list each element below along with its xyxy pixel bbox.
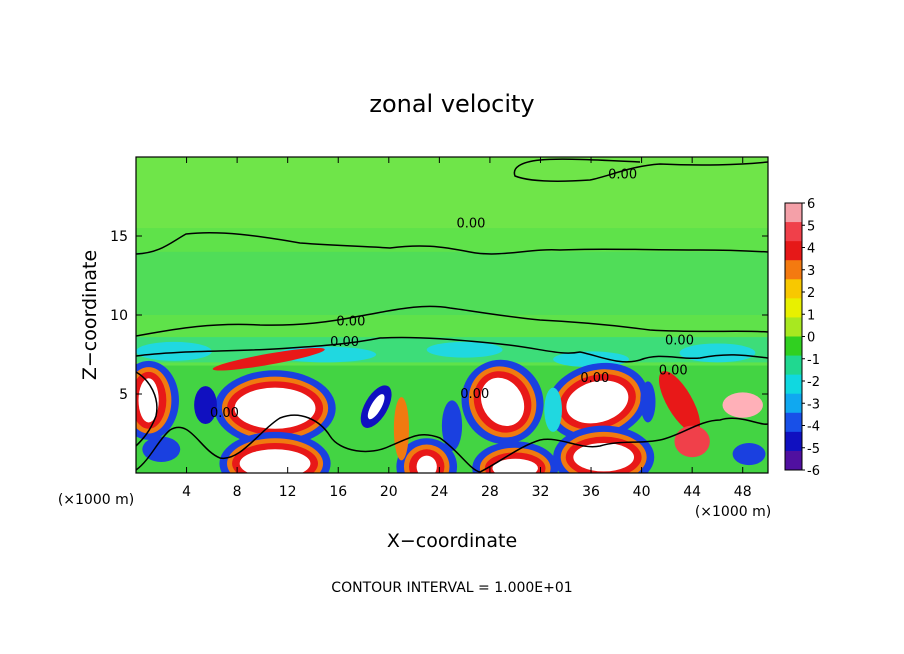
field-blob <box>640 381 656 423</box>
field-blob <box>142 436 181 462</box>
colorbar-swatch <box>785 355 802 376</box>
field-band <box>136 251 768 315</box>
field-blob <box>393 397 410 461</box>
contour-line-upper <box>136 232 768 255</box>
colorbar-tick-label: -3 <box>807 397 820 412</box>
contour-label: 0.00 <box>336 314 365 329</box>
field-blob <box>566 380 629 424</box>
colorbar-tick-label: 3 <box>807 264 815 279</box>
contour-line-bottom <box>136 414 768 473</box>
x-tick-label: 24 <box>430 484 448 500</box>
field-blob <box>573 442 635 472</box>
colorbar-swatch <box>785 450 802 471</box>
colorbar-tick-label: -4 <box>807 420 820 435</box>
x-tick-label: 28 <box>481 484 499 500</box>
colorbar-tick-label: 6 <box>807 197 815 212</box>
colorbar-tick-label: 4 <box>807 242 815 257</box>
x-tick-label: 16 <box>329 484 347 500</box>
colorbar-tick-label: -1 <box>807 353 820 368</box>
zero-contours <box>136 158 768 473</box>
colorbar-tick-label: 1 <box>807 308 815 323</box>
colorbar-swatch <box>785 393 802 414</box>
y-tick-label: 5 <box>119 387 128 403</box>
y-axis-label: Z−coordinate <box>79 250 101 380</box>
colorbar-tick-label: -2 <box>807 375 820 390</box>
x-unit-right: (×1000 m) <box>695 504 771 520</box>
x-unit-left: (×1000 m) <box>58 492 134 508</box>
contour-line-mid <box>136 305 768 337</box>
x-tick-label: 8 <box>233 484 242 500</box>
colorbar: 6 5 4 3 2 1 0 -1 -2 -3 -4 -5 -6 <box>784 197 820 479</box>
contour-label: 0.00 <box>608 167 637 182</box>
colorbar-tick-label: -6 <box>807 464 820 479</box>
plot-area <box>136 157 768 473</box>
field-blob <box>441 400 463 451</box>
x-tick-label: 40 <box>633 484 651 500</box>
colorbar-swatch <box>785 374 802 395</box>
x-tick-label: 36 <box>582 484 600 500</box>
field-blob <box>426 341 503 358</box>
contour-label: 0.00 <box>460 387 489 402</box>
contour-label: 0.00 <box>665 333 694 348</box>
contour-line-lower <box>136 336 768 363</box>
field-blob <box>136 341 212 361</box>
colorbar-swatch <box>785 317 802 337</box>
colorbar-swatch <box>785 431 802 452</box>
colorbar-tick-label: 0 <box>807 331 815 346</box>
field-blob <box>492 458 538 473</box>
field-blob <box>234 387 316 429</box>
field-blob <box>480 377 525 427</box>
x-tick-label: 32 <box>532 484 550 500</box>
contour-line-edge-left <box>136 371 158 447</box>
field-blob <box>722 392 763 418</box>
x-tick-label: 44 <box>683 484 701 500</box>
field-blob <box>194 386 217 425</box>
x-tick-label: 20 <box>380 484 398 500</box>
contour-label: 0.00 <box>210 406 239 421</box>
colorbar-swatch <box>785 412 802 433</box>
contour-label: 0.00 <box>580 371 609 386</box>
y-tick-label: 10 <box>110 308 128 324</box>
colorbar-swatch <box>785 222 802 242</box>
colorbar-swatch <box>785 298 802 318</box>
chart-title: zonal velocity <box>369 90 534 118</box>
field-band <box>136 157 768 229</box>
field-blob <box>732 442 766 466</box>
colorbar-swatch <box>785 279 802 299</box>
x-tick-label: 48 <box>734 484 752 500</box>
contour-label: 0.00 <box>659 363 688 378</box>
x-axis-label: X−coordinate <box>387 530 517 552</box>
contour-line-top <box>513 158 768 182</box>
colorbar-swatch <box>785 260 802 280</box>
x-axis-ticks: 4 8 12 16 20 24 28 32 36 40 44 48 <box>182 157 752 500</box>
contour-interval-footer: CONTOUR INTERVAL = 1.000E+01 <box>331 580 572 596</box>
colorbar-tick-label: 2 <box>807 286 815 301</box>
y-tick-label: 15 <box>110 229 128 245</box>
y-axis-ticks: 5 10 15 <box>110 229 768 403</box>
contour-label: 0.00 <box>456 216 485 231</box>
colorbar-tick-label: -5 <box>807 442 820 457</box>
field-blob <box>416 455 437 473</box>
field-blob <box>212 347 325 371</box>
field-blob <box>674 425 710 458</box>
field-blob <box>367 394 385 420</box>
field-blob <box>544 387 562 432</box>
field-blob <box>138 378 159 423</box>
colorbar-swatch <box>785 203 802 223</box>
colorbar-tick-label: 5 <box>807 219 815 234</box>
x-tick-label: 4 <box>182 484 191 500</box>
colorbar-swatch <box>785 241 802 261</box>
field-blob <box>658 371 701 433</box>
x-tick-label: 12 <box>279 484 297 500</box>
field-blob <box>239 449 311 473</box>
colorbar-swatch <box>785 336 802 357</box>
contour-label: 0.00 <box>330 335 359 350</box>
